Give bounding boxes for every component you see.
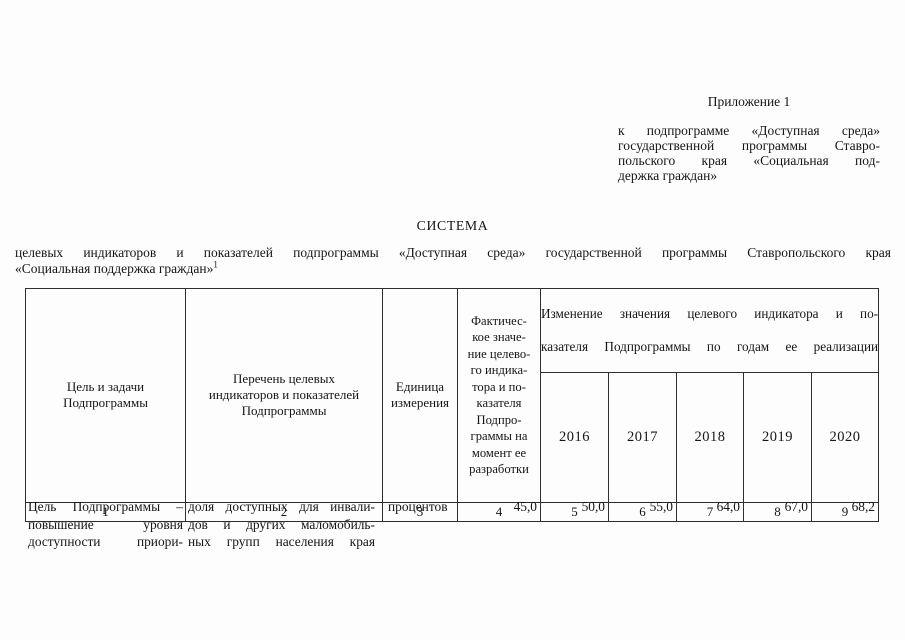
table-data-row: Цель Подпрограммы – повышение уровня дос… (25, 498, 878, 551)
cell-goal-line: повышение уровня (28, 516, 183, 532)
cell-goal: Цель Подпрограммы – повышение уровня дос… (25, 498, 185, 551)
column-number-row: 1 2 3 4 5 6 7 8 9 (25, 501, 880, 522)
column-number: 6 (608, 501, 677, 522)
header-unit: Единица измерения (382, 288, 458, 503)
cell-baseline-value: 45,0 (513, 499, 537, 514)
header-baseline-value: Фактичес- кое значе- ние целево- го инди… (457, 288, 541, 503)
header-years-span-line: Изменение значения целевого индикатора и… (541, 305, 879, 321)
cell-indicator-line: дов и других маломобиль- (188, 516, 375, 532)
appendix-reference-line: государственной программы Ставро- (618, 138, 880, 153)
appendix-reference-line: держка граждан» (618, 168, 718, 183)
header-years-span-line: казателя Подпрограммы по годам ее реализ… (541, 338, 879, 354)
cell-indicator-line: доля доступных для инвали- (188, 499, 375, 514)
cell-indicator-line: ных групп населения края (188, 534, 375, 549)
table-header-row: Цель и задачи Подпрограммы Перечень целе… (25, 288, 880, 503)
appendix-title: Приложение 1 (707, 94, 791, 109)
document-title: СИСТЕМА (416, 218, 489, 233)
footnote-marker: 1 (213, 259, 218, 269)
header-years-span: Изменение значения целевого индикатора и… (539, 288, 880, 373)
cell-goal-line: Цель Подпрограммы – (28, 499, 183, 514)
year-header-2016: 2016 (540, 371, 609, 503)
year-header-2020: 2020 (810, 371, 880, 503)
column-number: 2 (185, 501, 383, 522)
cell-unit: процентов (388, 499, 448, 514)
appendix-reference: к подпрограмме «Доступная среда» государ… (618, 123, 880, 183)
subtitle-line: целевых индикаторов и показателей подпро… (15, 245, 891, 260)
year-header-2018: 2018 (676, 371, 744, 503)
column-number: 4 (457, 501, 541, 522)
column-number: 9 (810, 501, 880, 522)
subtitle-text: «Социальная поддержка граждан» (15, 260, 214, 276)
header-goal: Цель и задачи Подпрограммы (25, 288, 186, 503)
appendix-reference-line: к подпрограмме «Доступная среда» (618, 123, 880, 138)
subtitle-line: «Социальная поддержка граждан»1 (15, 259, 891, 277)
appendix-reference-line: польского края «Социальная под- (618, 153, 880, 168)
header-indicator-list: Перечень целевых индикаторов и показател… (185, 288, 383, 503)
year-header-2017: 2017 (608, 371, 677, 503)
cell-value-2020: 68,2 (851, 499, 875, 514)
indicators-table: Цель и задачи Подпрограммы Перечень целе… (25, 288, 880, 522)
table-year-row: 2016 2017 2018 2019 2020 (26, 371, 880, 503)
year-header-2019: 2019 (743, 371, 812, 503)
column-number: 3 (382, 501, 458, 522)
cell-value-2017: 55,0 (649, 499, 673, 514)
cell-value-2016: 50,0 (581, 499, 605, 514)
cell-goal-line: доступности приори- (28, 534, 183, 549)
cell-indicator: доля доступных для инвали- дов и других … (185, 498, 382, 551)
cell-value-2018: 64,0 (716, 499, 740, 514)
document-subtitle: целевых индикаторов и показателей подпро… (15, 245, 891, 276)
cell-value-2019: 67,0 (784, 499, 808, 514)
